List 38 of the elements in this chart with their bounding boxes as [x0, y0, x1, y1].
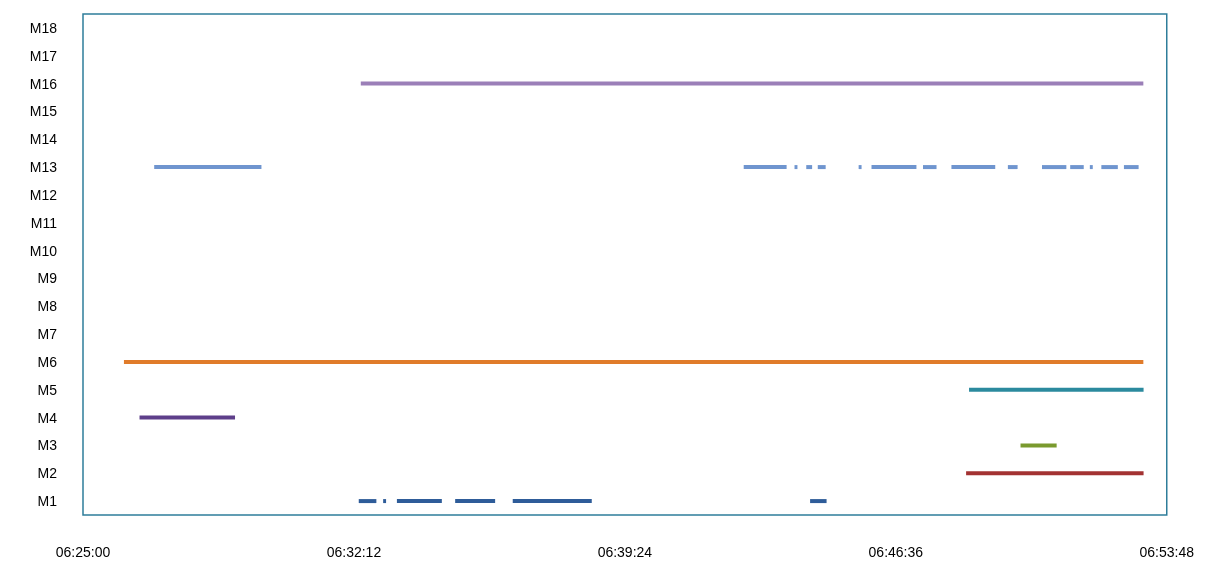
x-tick-label: 06:39:24 — [597, 544, 653, 560]
y-tick-label: M4 — [37, 409, 58, 426]
bar — [1020, 443, 1057, 448]
bar — [360, 81, 1144, 86]
x-tick-label: 06:25:00 — [55, 544, 111, 560]
y-tick-label: M10 — [29, 242, 58, 259]
bar — [871, 165, 917, 170]
bar — [951, 165, 996, 170]
y-tick-label: M3 — [37, 437, 58, 454]
bar — [1123, 165, 1139, 170]
bar — [1041, 165, 1067, 170]
bar — [123, 359, 1144, 364]
bar — [966, 471, 1144, 476]
y-tick-label: M18 — [29, 19, 58, 36]
y-tick-label: M1 — [37, 493, 58, 510]
bar — [1089, 165, 1093, 170]
y-tick-label: M14 — [29, 131, 58, 148]
bar — [1101, 165, 1118, 170]
y-tick-label: M15 — [29, 103, 58, 120]
y-tick-label: M7 — [37, 326, 58, 343]
y-tick-label: M17 — [29, 47, 58, 64]
y-tick-label: M16 — [29, 75, 58, 92]
y-tick-label: M2 — [37, 465, 58, 482]
x-tick-label: 06:46:36 — [868, 544, 924, 560]
y-tick-label: M9 — [37, 270, 58, 287]
y-tick-label: M5 — [37, 381, 58, 398]
bar — [922, 165, 937, 170]
y-tick-label: M12 — [29, 186, 58, 203]
x-tick-label: 06:53:48 — [1139, 544, 1195, 560]
bar — [139, 415, 236, 420]
x-tick-label: 06:32:12 — [326, 544, 382, 560]
y-tick-label: M6 — [37, 353, 58, 370]
y-tick-label: M11 — [30, 214, 58, 231]
bar — [1007, 165, 1018, 170]
bar — [969, 387, 1144, 392]
y-tick-label: M13 — [29, 159, 58, 176]
bar — [1070, 165, 1084, 170]
y-tick-label: M8 — [37, 298, 58, 315]
